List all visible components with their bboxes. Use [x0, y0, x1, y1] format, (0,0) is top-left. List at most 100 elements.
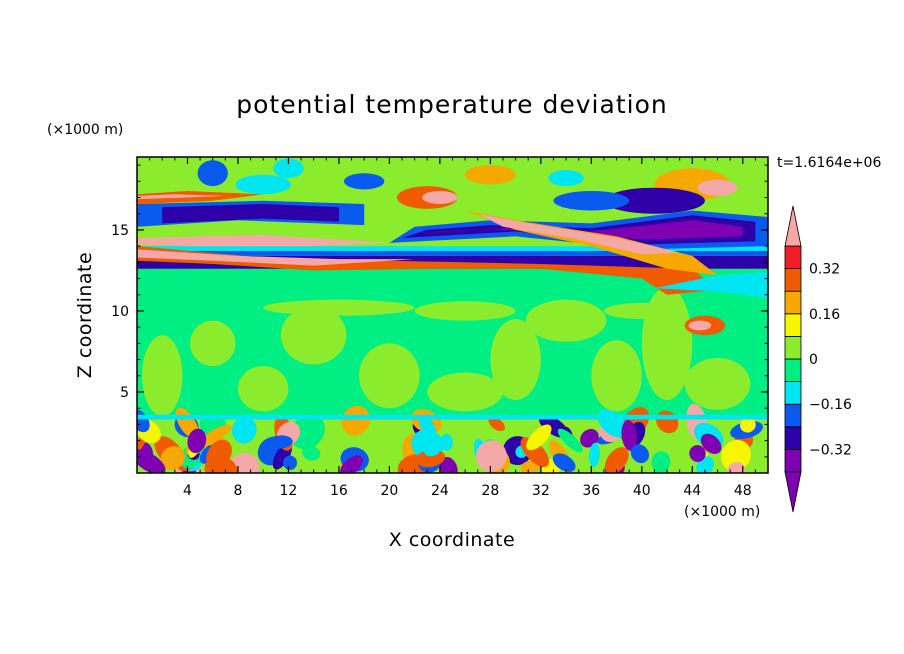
x-tick-label: 8 — [233, 483, 242, 499]
colorbar-low-arrow — [784, 471, 802, 513]
contour-blob — [603, 302, 680, 320]
contour-band — [414, 220, 743, 240]
x-tick-label: 32 — [532, 483, 550, 499]
colorbar-label: −0.32 — [809, 442, 852, 458]
contour-blob — [580, 428, 599, 448]
y-axis-label: Z coordinate — [74, 252, 96, 378]
contour-blob — [490, 319, 541, 401]
colorbar-swatch — [784, 313, 802, 337]
contour-blob — [187, 428, 207, 453]
contour-blob — [197, 160, 228, 187]
contour-band — [162, 204, 339, 224]
colorbar-swatch — [784, 426, 802, 450]
x-tick-label: 20 — [380, 483, 398, 499]
y-tick-label: 5 — [120, 385, 129, 401]
contour-band — [137, 414, 768, 420]
contour-blob — [341, 405, 371, 436]
contour-blob — [283, 455, 297, 471]
contour-blob — [237, 366, 289, 412]
colorbar-swatch — [784, 335, 802, 360]
x-tick-label: 24 — [431, 483, 449, 499]
chart-title: potential temperature deviation — [236, 90, 667, 119]
contour-blob — [273, 158, 304, 179]
contour-blob — [621, 420, 637, 451]
contour-blob — [475, 440, 507, 472]
colorbar-label: −0.16 — [809, 397, 852, 413]
x-tick-label: 48 — [734, 483, 752, 499]
y-axis-unit: (×1000 m) — [47, 122, 123, 138]
time-label: t=1.6164e+06 — [777, 155, 881, 171]
colorbar: 0.32 0.16 0 −0.16 −0.32 — [784, 205, 852, 513]
colorbar-swatch — [784, 268, 802, 292]
contour-blob — [231, 416, 257, 444]
x-tick-label: 36 — [582, 483, 600, 499]
contour-band — [477, 213, 680, 255]
contour-blob — [557, 428, 583, 453]
colorbar-label: 0.16 — [809, 307, 840, 323]
contour-blob — [439, 456, 458, 473]
contour-blob — [340, 455, 363, 473]
y-tick-label: 15 — [111, 223, 129, 239]
x-tick-label: 4 — [183, 483, 192, 499]
x-tick-label: 40 — [633, 483, 651, 499]
contour-blob — [630, 444, 650, 464]
contour-blob — [427, 372, 503, 412]
colorbar-label: 0 — [809, 352, 818, 368]
contour-band — [137, 194, 226, 200]
contour-blob — [415, 449, 446, 468]
colorbar-swatch — [784, 358, 802, 383]
contour-band — [654, 272, 768, 298]
contour-blob — [552, 453, 576, 472]
x-axis-label: X coordinate — [389, 529, 515, 551]
contour-blob — [267, 435, 293, 449]
contour-blob — [190, 320, 236, 367]
contour-blob — [684, 357, 751, 410]
contour-blob — [603, 187, 705, 214]
x-tick-label: 12 — [280, 483, 298, 499]
contour-blob — [525, 299, 607, 342]
contour-blob — [280, 306, 347, 365]
contour-blob — [604, 447, 629, 473]
contour-blob — [422, 191, 458, 204]
contour-band — [137, 249, 415, 266]
contour-blob — [526, 424, 552, 451]
colorbar-swatch — [784, 403, 802, 428]
contour-blob — [700, 433, 722, 454]
contour-blob — [225, 452, 260, 473]
contour-blob — [343, 173, 385, 190]
contour-blob — [720, 439, 752, 472]
contour-blob — [142, 335, 183, 417]
contour-blob — [697, 179, 738, 196]
contour-blob — [206, 439, 232, 470]
y-axis: 5 10 15 — [111, 164, 768, 458]
contour-blob — [418, 415, 437, 438]
contour-blob — [591, 340, 642, 412]
colorbar-swatch — [784, 448, 802, 473]
contour-band — [137, 191, 264, 204]
contour-blob — [263, 299, 415, 316]
x-tick-label: 16 — [330, 483, 348, 499]
contour-blob — [688, 320, 712, 331]
colorbar-swatch — [784, 381, 802, 405]
colorbar-swatch — [784, 290, 802, 315]
contour-blob — [588, 442, 600, 467]
colorbar-label: 0.32 — [809, 262, 840, 278]
contour-blob — [548, 169, 584, 187]
contour-blob — [651, 451, 671, 473]
x-axis: 4 8 12 16 20 24 28 32 36 40 44 48 — [149, 157, 756, 499]
contour-blob — [465, 165, 516, 185]
colorbar-high-arrow — [784, 205, 802, 247]
colorbar-swatch — [784, 245, 802, 270]
contour-blob — [423, 440, 443, 457]
contour-blob — [290, 414, 325, 450]
x-tick-label: 28 — [481, 483, 499, 499]
contour-blob — [302, 445, 321, 461]
contour-blob — [235, 174, 291, 195]
contour-band — [137, 234, 390, 247]
contour-blob — [488, 416, 505, 432]
contour-blob — [689, 445, 706, 462]
contour-blob — [553, 191, 630, 211]
plot-area — [137, 157, 768, 473]
contour-field — [137, 157, 768, 473]
